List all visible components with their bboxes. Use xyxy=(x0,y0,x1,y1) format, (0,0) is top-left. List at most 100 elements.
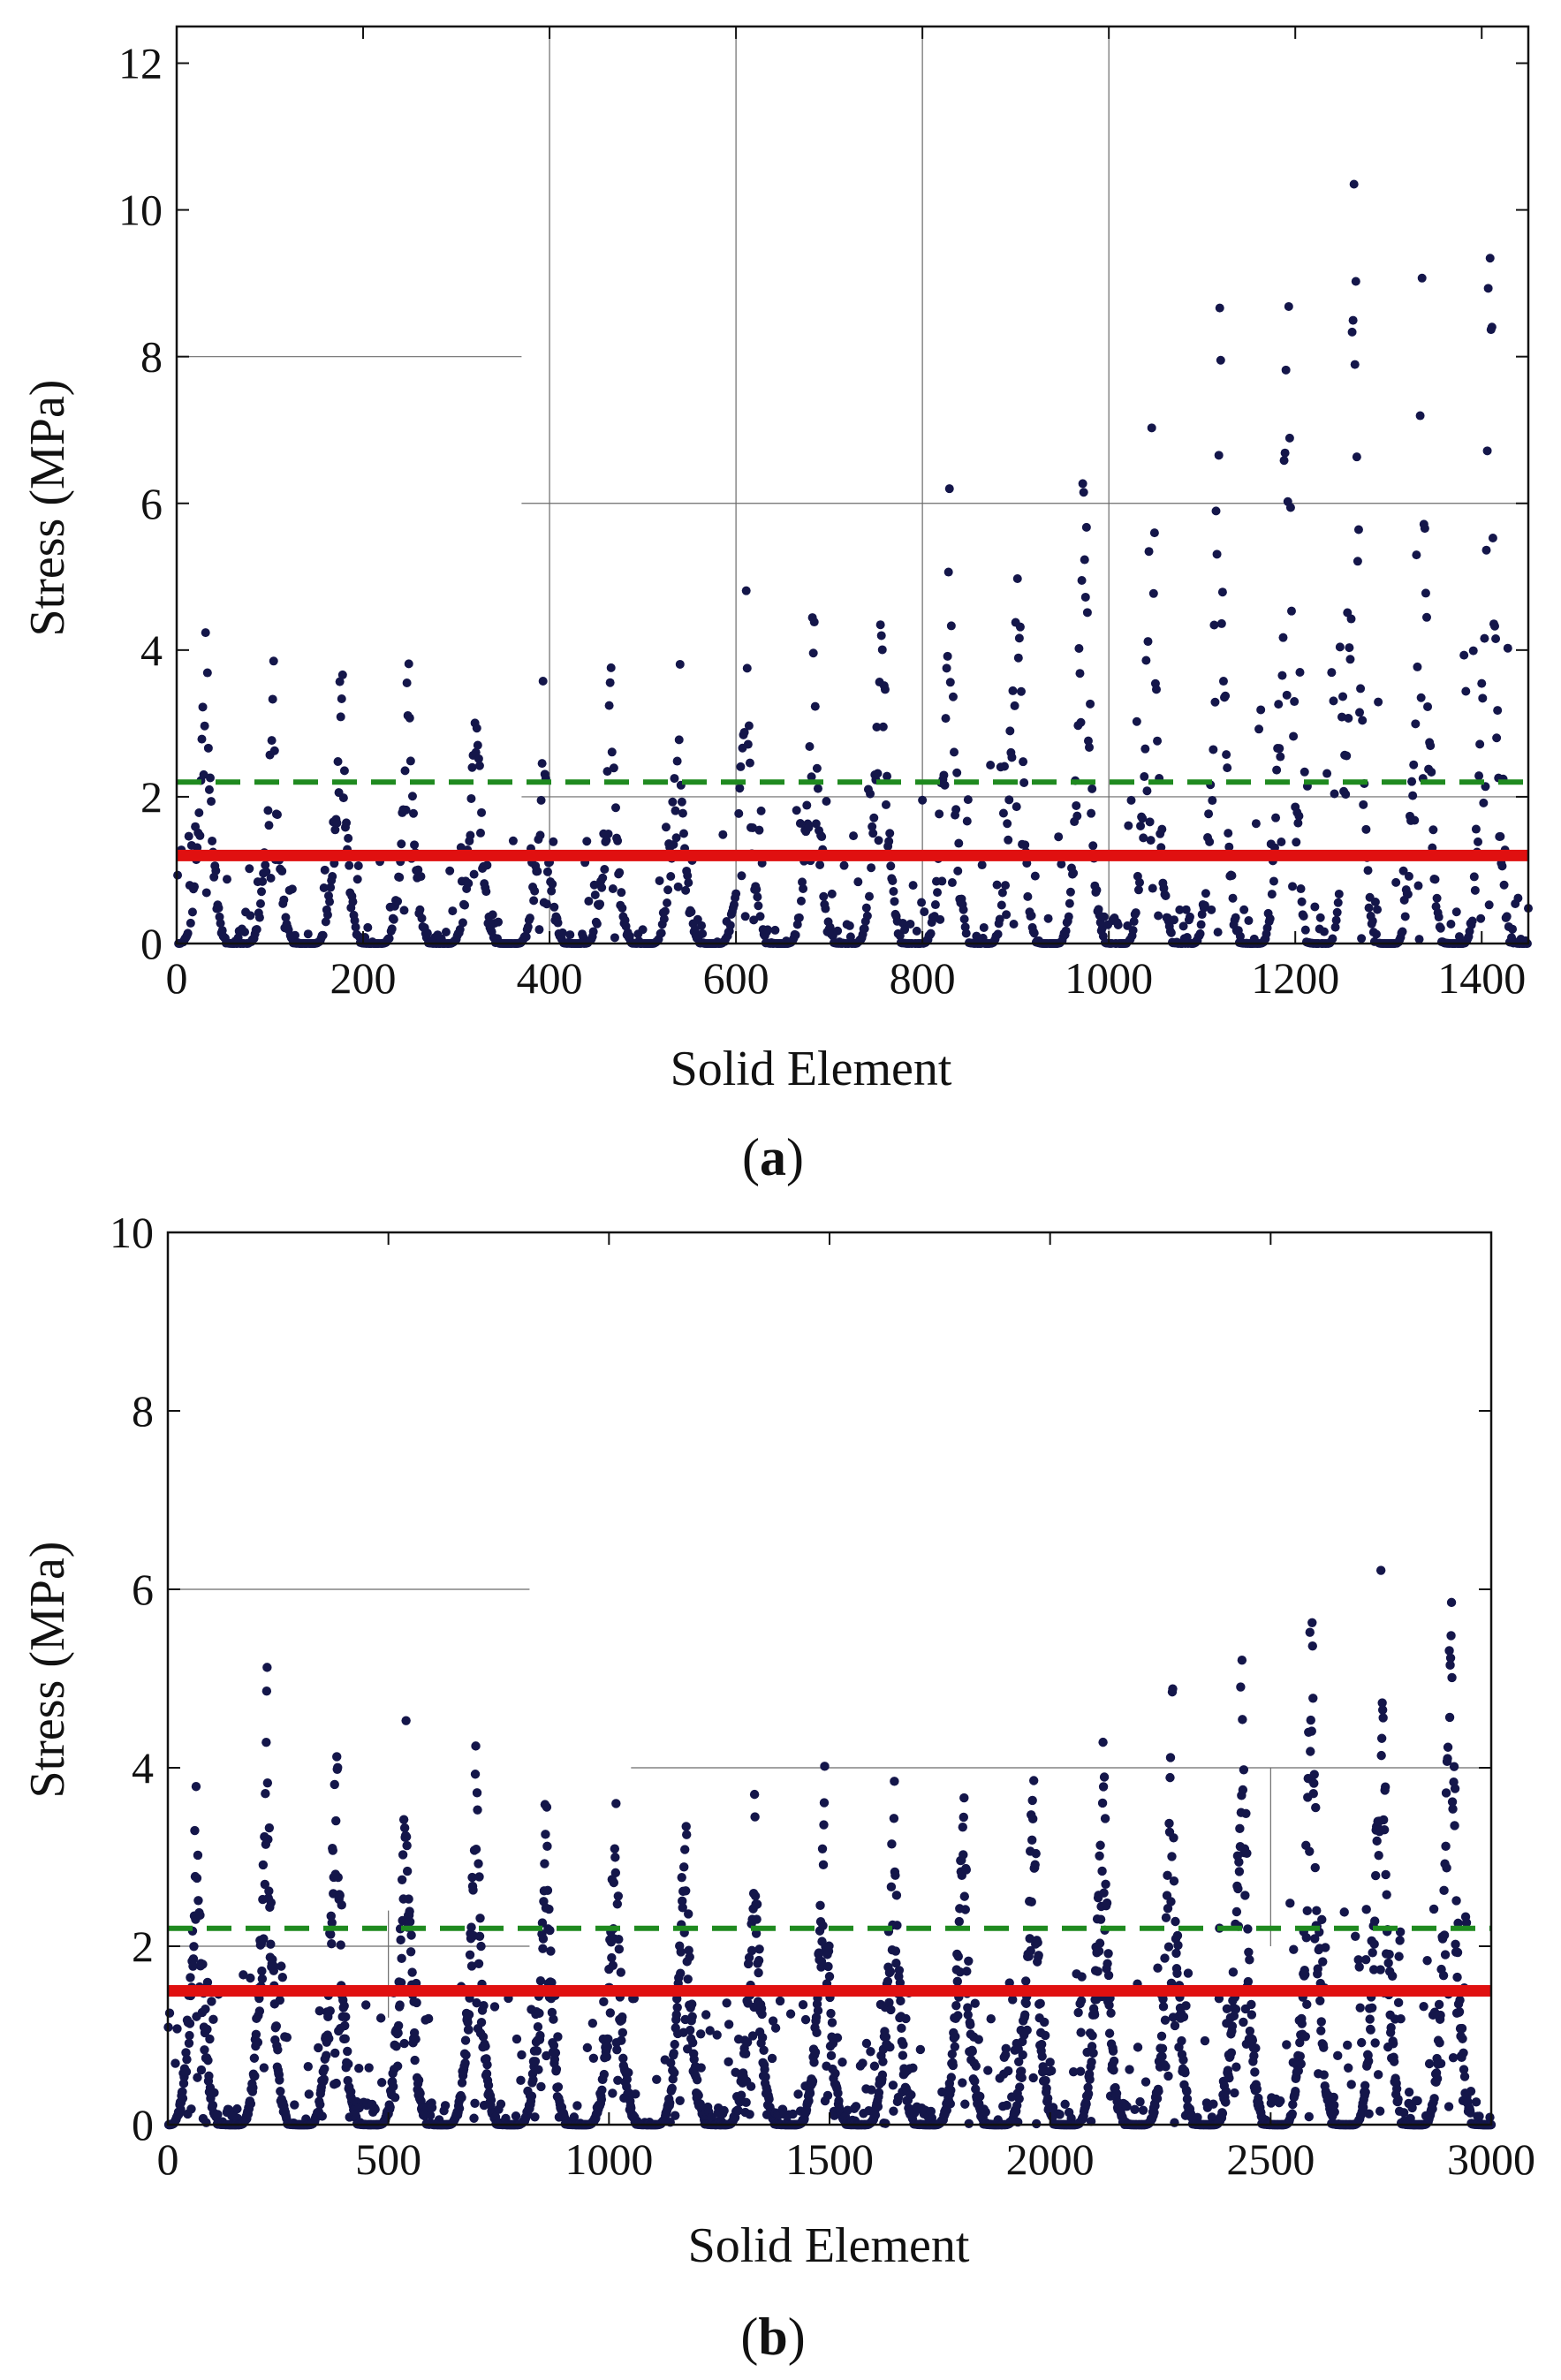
data-point xyxy=(186,1973,195,1982)
data-point xyxy=(268,694,277,704)
data-point xyxy=(489,2002,500,2012)
data-point xyxy=(661,822,671,832)
data-point xyxy=(1095,1840,1105,1850)
data-point xyxy=(553,918,563,928)
data-point xyxy=(275,2075,284,2085)
data-point xyxy=(1379,1825,1390,1835)
data-point xyxy=(1251,819,1261,829)
data-point xyxy=(1242,1848,1252,1859)
data-point xyxy=(1204,809,1214,819)
data-point xyxy=(1304,2111,1314,2122)
data-point xyxy=(258,1860,269,1870)
data-point xyxy=(614,1934,624,1944)
data-point xyxy=(1382,1890,1391,1899)
data-point xyxy=(1352,452,1361,462)
data-point xyxy=(1132,716,1141,726)
data-point xyxy=(1015,622,1025,632)
data-point xyxy=(602,2042,613,2051)
data-point xyxy=(482,860,492,870)
data-point xyxy=(998,808,1008,818)
data-point xyxy=(1247,1999,1256,2010)
data-point xyxy=(389,914,398,924)
data-point xyxy=(406,1930,416,1940)
data-point xyxy=(1452,1947,1463,1958)
data-point xyxy=(671,2111,680,2120)
data-point xyxy=(178,2093,188,2103)
data-point xyxy=(1060,2099,1070,2110)
data-point xyxy=(1367,2003,1377,2012)
data-point xyxy=(1461,1918,1472,1928)
data-point xyxy=(1430,875,1440,884)
data-point xyxy=(815,860,825,869)
data-point xyxy=(1238,1715,1247,1724)
data-point xyxy=(1166,1897,1176,1906)
data-point xyxy=(535,2030,545,2041)
data-point xyxy=(1459,2072,1470,2081)
data-point xyxy=(1361,824,1371,834)
data-point xyxy=(1009,919,1019,929)
data-point xyxy=(1496,831,1505,841)
data-point xyxy=(1369,1916,1380,1926)
data-point xyxy=(477,807,487,817)
data-point xyxy=(669,2048,678,2058)
data-point xyxy=(1169,1876,1179,1886)
data-point xyxy=(1252,2084,1262,2095)
data-point xyxy=(194,808,204,818)
data-point xyxy=(883,771,892,781)
data-point xyxy=(1333,2050,1343,2061)
data-point xyxy=(818,1921,828,1930)
data-point xyxy=(318,930,328,940)
data-point xyxy=(1092,885,1102,895)
data-point xyxy=(261,860,270,870)
data-point xyxy=(1334,889,1344,898)
data-point xyxy=(679,829,689,838)
data-point xyxy=(1440,1950,1451,1959)
data-point xyxy=(1178,921,1188,931)
data-point xyxy=(1161,1913,1171,1922)
y-tick-label: 4 xyxy=(132,1743,154,1793)
data-point xyxy=(494,917,504,927)
data-point xyxy=(1185,912,1194,921)
data-point xyxy=(1168,1684,1178,1694)
data-point xyxy=(1310,1862,1320,1873)
data-point xyxy=(1443,1754,1452,1763)
data-point xyxy=(883,1976,893,1986)
data-point xyxy=(1005,726,1015,736)
data-point xyxy=(1152,2094,1163,2103)
data-point xyxy=(1416,693,1426,702)
data-point xyxy=(676,1968,686,1978)
data-point xyxy=(1267,890,1277,899)
data-point xyxy=(672,756,682,766)
data-point xyxy=(537,759,547,769)
data-point xyxy=(1209,2099,1218,2109)
data-point xyxy=(617,888,626,898)
data-point xyxy=(511,2034,522,2044)
data-point xyxy=(257,1974,268,1984)
data-point xyxy=(314,2006,324,2016)
data-point xyxy=(337,694,346,703)
data-point xyxy=(940,780,950,790)
data-point xyxy=(1087,2057,1096,2067)
data-point xyxy=(891,1959,901,1968)
data-point xyxy=(1327,668,1337,678)
data-point xyxy=(1265,913,1275,923)
data-point xyxy=(511,2111,521,2121)
data-point xyxy=(1247,2010,1257,2020)
data-point xyxy=(1432,893,1442,903)
data-point xyxy=(676,1947,686,1957)
data-point xyxy=(1451,1939,1460,1950)
data-point xyxy=(1484,900,1494,910)
data-point xyxy=(203,2056,213,2065)
data-point xyxy=(200,721,209,731)
data-point xyxy=(750,1812,760,1822)
data-point xyxy=(1170,2118,1179,2127)
data-point xyxy=(1329,2092,1338,2103)
data-point xyxy=(1093,1967,1103,1976)
data-point xyxy=(1381,1869,1391,1880)
data-point xyxy=(805,741,815,751)
data-point xyxy=(1095,1851,1104,1861)
data-point xyxy=(684,1909,693,1919)
data-point xyxy=(340,2020,350,2031)
data-point xyxy=(517,2050,527,2060)
data-point xyxy=(470,2098,480,2108)
